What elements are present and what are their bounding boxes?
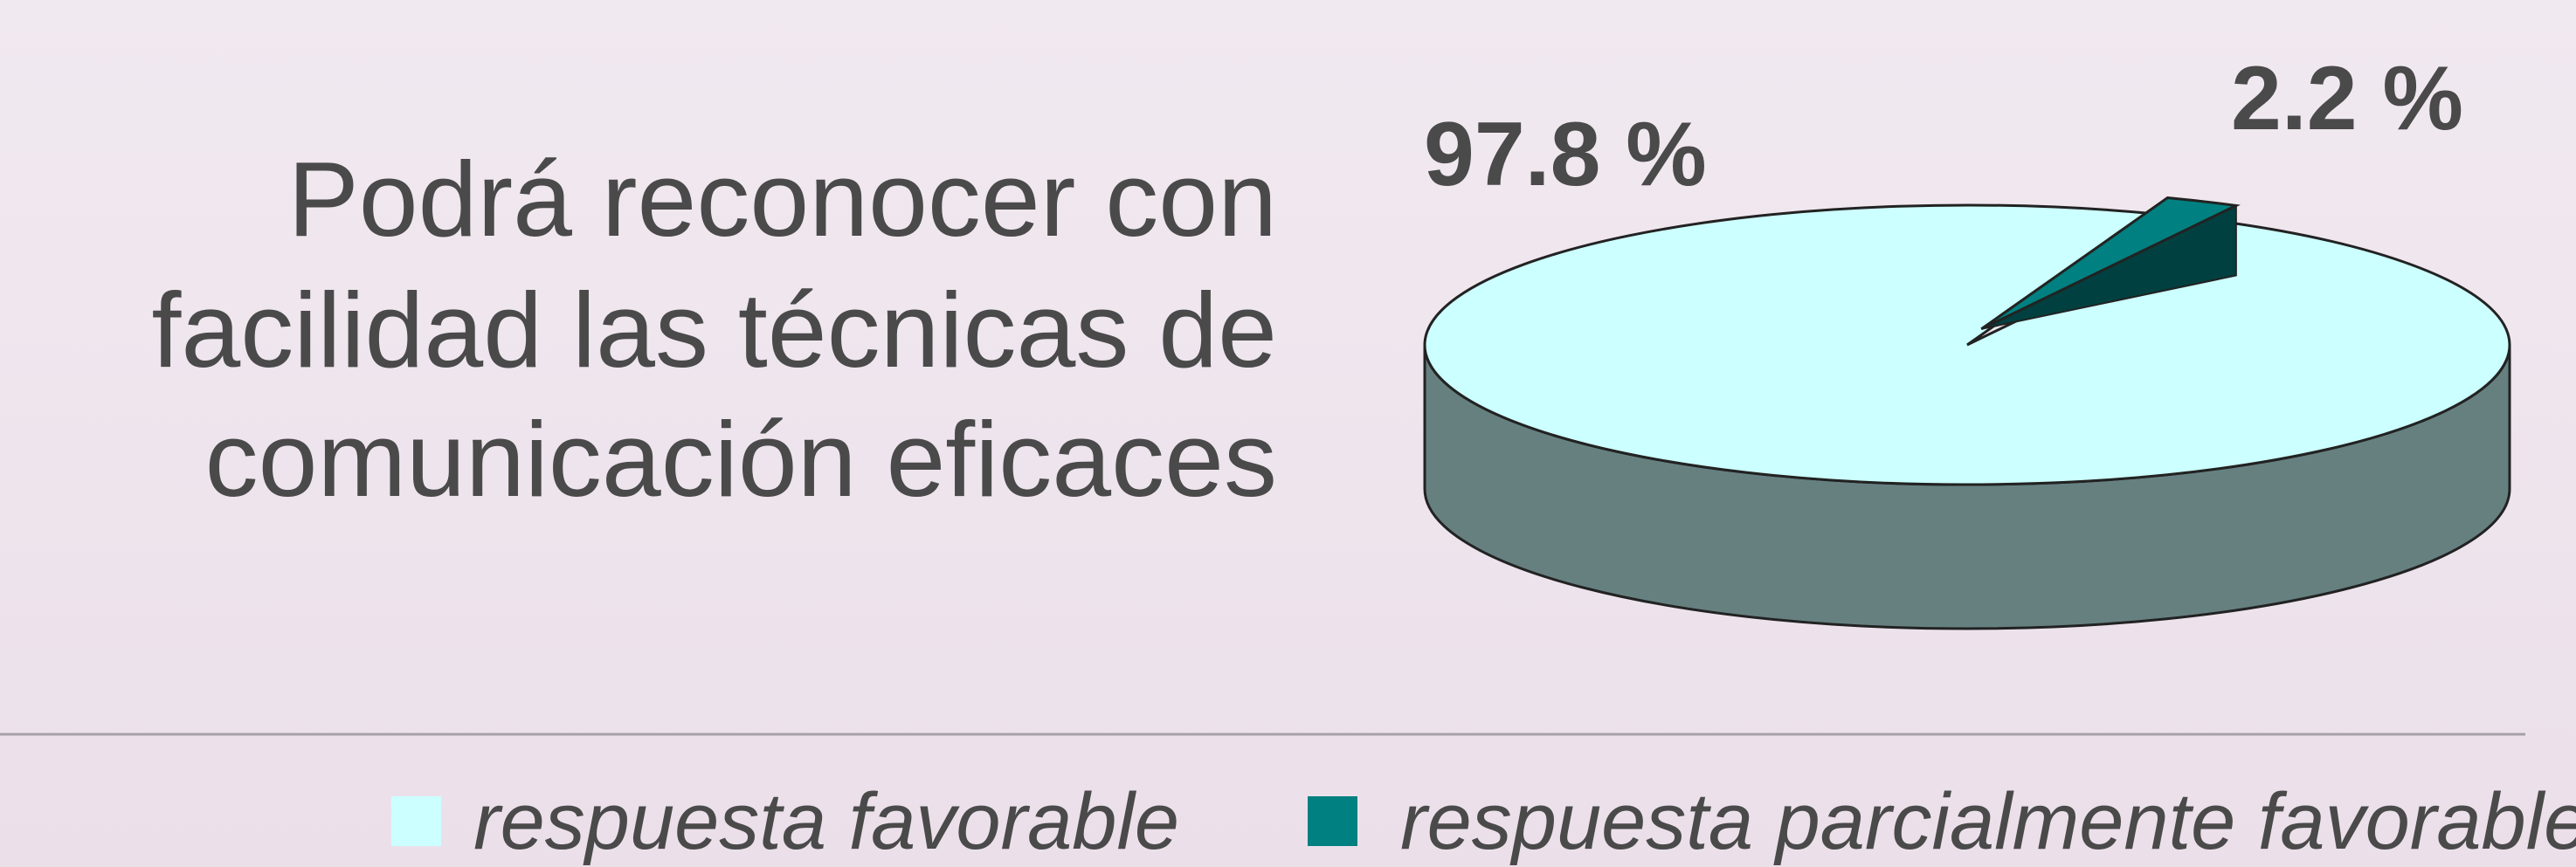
legend-label: respuesta favorable [473, 777, 1179, 866]
chart-title: Podrá reconocer con [287, 140, 1277, 258]
data-label: 2.2 % [2231, 48, 2463, 149]
chart-title: comunicación eficaces [205, 400, 1277, 519]
legend-swatch [391, 796, 441, 846]
legend-label: respuesta parcialmente favorable [1400, 777, 2576, 866]
data-label: 97.8 % [1424, 104, 1707, 205]
chart-title: facilidad las técnicas de [151, 271, 1277, 389]
legend-swatch [1308, 796, 1357, 846]
pie-slice [1980, 196, 2241, 331]
pie-slice [1423, 203, 2511, 486]
